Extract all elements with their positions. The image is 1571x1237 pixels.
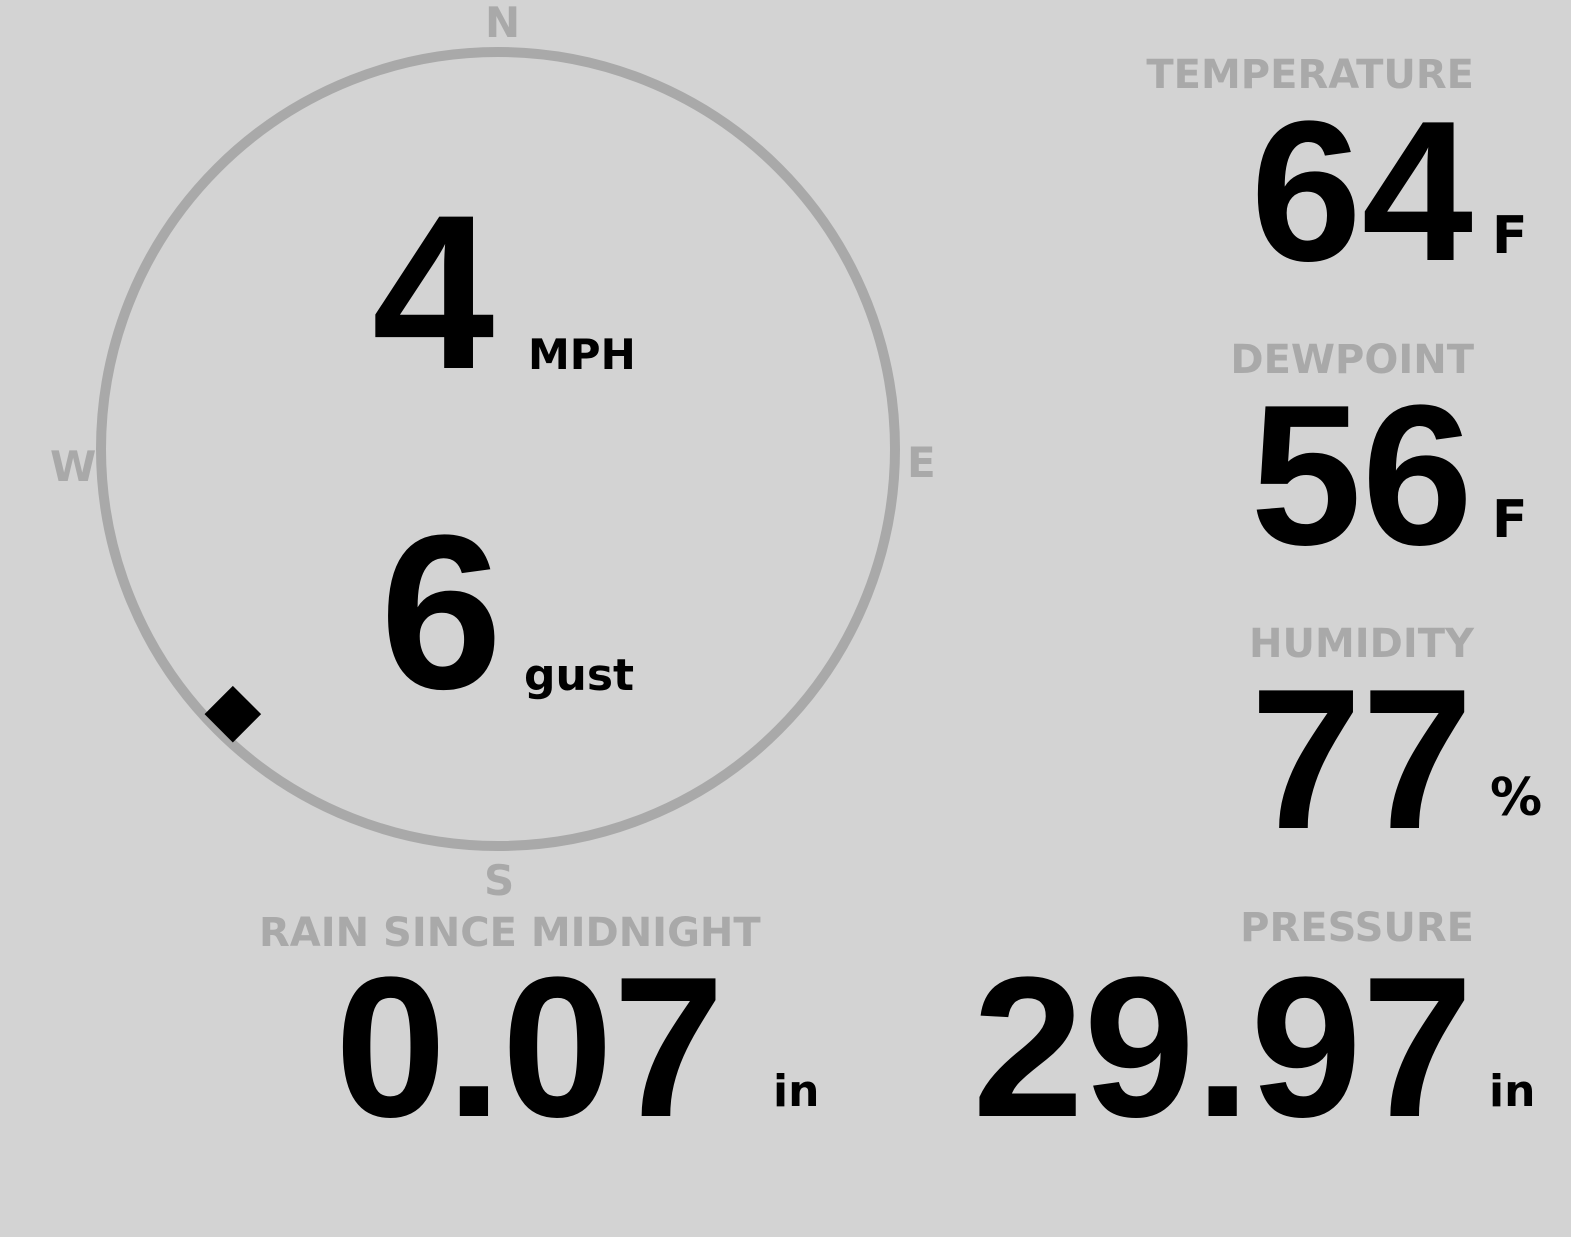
dewpoint-label: DEWPOINT <box>1230 337 1474 383</box>
humidity-label: HUMIDITY <box>1249 621 1474 667</box>
temperature-value: 64 <box>1250 80 1473 303</box>
compass-south: S <box>484 856 515 905</box>
dewpoint-value: 56 <box>1250 364 1473 587</box>
wind-speed-value: 4 <box>372 169 495 415</box>
pressure-label: PRESSURE <box>1240 905 1474 951</box>
wind-gust-value: 6 <box>380 489 503 735</box>
rain-unit: in <box>773 1066 820 1117</box>
rain-label: RAIN SINCE MIDNIGHT <box>259 910 761 956</box>
humidity-unit: % <box>1490 768 1543 828</box>
rain-value: 0.07 <box>335 936 725 1159</box>
compass-east: E <box>907 438 936 487</box>
compass-north: N <box>485 0 521 47</box>
pressure-value: 29.97 <box>972 936 1474 1159</box>
diamond-icon <box>204 685 262 743</box>
wind-speed-unit: MPH <box>528 330 636 379</box>
pressure-unit: in <box>1489 1066 1536 1117</box>
temperature-unit: F <box>1492 206 1528 266</box>
compass-ring <box>96 47 900 851</box>
temperature-label: TEMPERATURE <box>1146 52 1474 98</box>
compass-west: W <box>50 442 97 491</box>
dewpoint-unit: F <box>1492 490 1528 550</box>
humidity-value: 77 <box>1250 648 1473 871</box>
wind-gust-label: gust <box>524 650 635 701</box>
